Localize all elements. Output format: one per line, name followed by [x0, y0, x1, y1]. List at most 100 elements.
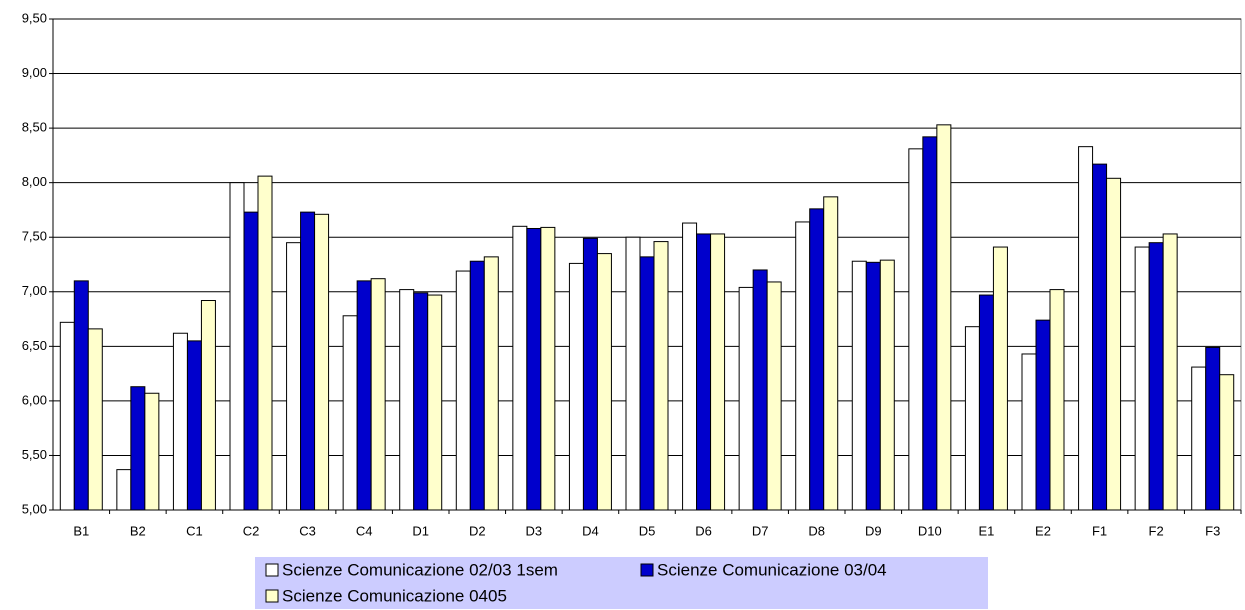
bar — [992, 246, 1008, 511]
bar — [1049, 289, 1065, 511]
bar — [851, 260, 867, 511]
bar — [738, 286, 754, 511]
bar — [653, 241, 669, 511]
x-tick-label: D5 — [639, 523, 656, 538]
x-tick-label: B1 — [73, 523, 89, 538]
x-tick-label: D8 — [808, 523, 825, 538]
bar — [59, 321, 75, 511]
bar — [752, 269, 768, 511]
bar — [370, 278, 386, 511]
x-tick-label: C4 — [356, 523, 373, 538]
bar — [1106, 177, 1122, 511]
bar — [116, 469, 132, 511]
bar — [413, 292, 429, 511]
x-tick-label: D7 — [752, 523, 769, 538]
legend-swatch — [265, 589, 279, 603]
x-tick-label: F2 — [1149, 523, 1164, 538]
bar — [469, 260, 485, 511]
x-tick-label: B2 — [130, 523, 146, 538]
bar — [526, 227, 542, 511]
bar — [596, 253, 612, 511]
x-tick-label: D9 — [865, 523, 882, 538]
bar — [908, 148, 924, 511]
bar — [172, 332, 188, 511]
bar — [766, 281, 782, 511]
bar — [257, 175, 273, 511]
x-tick-label: D4 — [582, 523, 599, 538]
y-tick-label: 5,50 — [22, 447, 47, 462]
bar — [823, 196, 839, 511]
bar — [978, 294, 994, 511]
bar — [200, 300, 216, 511]
bar — [87, 328, 103, 511]
x-tick-label: C2 — [243, 523, 260, 538]
bar — [399, 289, 415, 511]
bar — [936, 124, 952, 511]
legend-label: Scienze Comunicazione 02/03 1sem — [282, 560, 558, 579]
x-tick-label: D6 — [695, 523, 712, 538]
bar — [682, 222, 698, 511]
bar — [130, 386, 146, 511]
bar — [300, 211, 316, 511]
bar — [73, 280, 89, 511]
y-tick-label: 9,00 — [22, 65, 47, 80]
x-tick-label: E2 — [1035, 523, 1051, 538]
x-tick-label: E1 — [978, 523, 994, 538]
bar — [455, 270, 471, 511]
bar — [144, 392, 160, 511]
bar — [922, 136, 938, 511]
bar — [427, 294, 443, 511]
bar — [1148, 242, 1164, 511]
legend-box — [255, 557, 988, 609]
bar — [229, 182, 245, 511]
bar — [1219, 374, 1235, 511]
bar — [639, 256, 655, 511]
bar — [625, 236, 641, 511]
x-tick-label: D10 — [918, 523, 942, 538]
x-tick-label: D1 — [412, 523, 429, 538]
bar — [243, 211, 259, 511]
y-tick-label: 7,00 — [22, 283, 47, 298]
bar — [865, 261, 881, 511]
y-tick-label: 5,00 — [22, 501, 47, 516]
bar — [1021, 353, 1037, 511]
bar — [568, 262, 584, 511]
bar — [710, 233, 726, 511]
bar — [809, 208, 825, 511]
x-tick-label: F1 — [1092, 523, 1107, 538]
y-tick-label: 6,00 — [22, 392, 47, 407]
bar — [1092, 163, 1108, 511]
legend-label: Scienze Comunicazione 0405 — [282, 586, 507, 605]
bar — [1191, 366, 1207, 511]
bar — [1035, 319, 1051, 511]
y-tick-label: 9,50 — [22, 10, 47, 25]
bar — [795, 221, 811, 511]
x-tick-label: D2 — [469, 523, 486, 538]
bar — [356, 280, 372, 511]
bar — [314, 213, 330, 511]
legend-swatch — [265, 563, 279, 577]
y-tick-label: 6,50 — [22, 338, 47, 353]
bar — [879, 259, 895, 511]
x-tick-label: D3 — [526, 523, 543, 538]
y-tick-label: 8,00 — [22, 174, 47, 189]
bar — [1078, 146, 1094, 511]
y-tick-label: 8,50 — [22, 120, 47, 135]
bar — [1162, 233, 1178, 511]
legend-label: Scienze Comunicazione 03/04 — [657, 560, 887, 579]
bar — [186, 340, 202, 511]
legend-swatch — [640, 563, 654, 577]
bar — [582, 237, 598, 511]
bar — [1205, 346, 1221, 511]
x-tick-label: C3 — [299, 523, 316, 538]
bar — [483, 256, 499, 511]
bar — [540, 226, 556, 511]
bar — [342, 315, 358, 511]
y-tick-label: 7,50 — [22, 229, 47, 244]
bar — [964, 326, 980, 511]
bar — [512, 225, 528, 511]
bar — [286, 242, 302, 511]
bar — [1134, 246, 1150, 511]
